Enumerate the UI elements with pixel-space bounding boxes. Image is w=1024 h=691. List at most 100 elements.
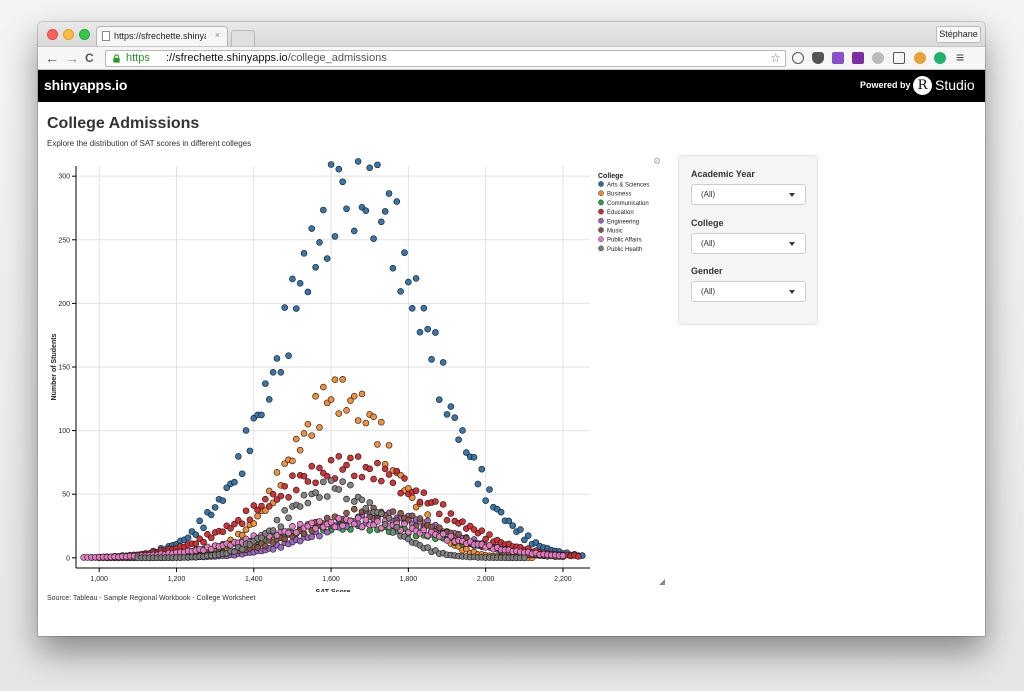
data-point [304, 288, 312, 296]
data-point [401, 249, 408, 256]
pocket-icon[interactable] [812, 52, 824, 64]
data-point [192, 540, 200, 548]
data-point [269, 545, 277, 553]
data-point [327, 161, 335, 168]
zoom-window-button[interactable] [79, 29, 90, 40]
source-note: Source: Tableau - Sample Regional Workbo… [47, 595, 256, 602]
forward-button[interactable]: → [65, 50, 79, 66]
x-tick-label: 1,200 [168, 576, 186, 583]
back-button[interactable]: ← [45, 50, 59, 66]
chart-points [80, 158, 586, 562]
data-point [378, 477, 385, 485]
menu-icon[interactable]: ≡ [956, 49, 965, 65]
data-point [358, 390, 366, 398]
academic-year-select[interactable]: (All) [691, 184, 806, 205]
url-host: ://sfrechette.shinyapps.io [166, 52, 288, 64]
data-point [235, 453, 242, 460]
rstudio-logo-icon[interactable]: R [913, 76, 932, 95]
data-point [300, 472, 308, 480]
data-point [254, 506, 261, 514]
data-point [308, 519, 316, 527]
data-point [358, 496, 366, 504]
new-tab-button[interactable] [231, 30, 255, 46]
resize-handle-icon[interactable] [659, 579, 665, 585]
legend-item-label: Music [607, 229, 623, 235]
chevron-down-icon [789, 290, 795, 294]
data-point [323, 472, 331, 480]
data-point [389, 479, 397, 487]
onenote-icon[interactable] [852, 52, 864, 64]
data-point [559, 552, 567, 559]
data-point [277, 492, 285, 500]
data-point [327, 396, 335, 403]
data-point [281, 535, 288, 543]
app-navbar: shinyapps.io Powered by R Studio [38, 70, 985, 102]
data-point [354, 158, 362, 165]
close-window-button[interactable] [47, 29, 58, 40]
data-point [207, 534, 215, 542]
data-point [486, 541, 493, 549]
browser-tab[interactable]: https://sfrechette.shinyapp × [96, 26, 228, 46]
data-point [350, 498, 358, 505]
data-point [254, 544, 261, 551]
emoji-icon[interactable] [914, 52, 926, 64]
profile-button[interactable]: Stéphane [936, 26, 981, 43]
data-point [292, 305, 300, 312]
reload-button[interactable]: C [85, 51, 94, 65]
data-point [350, 520, 358, 528]
brand-logo[interactable]: shinyapps.io [44, 77, 128, 93]
data-point [370, 413, 377, 421]
data-point [439, 359, 447, 366]
data-point [316, 532, 323, 540]
address-bar[interactable]: https ://sfrechette.shinyapps.io/college… [105, 50, 786, 67]
grammarly-icon[interactable] [934, 52, 946, 64]
data-point [296, 537, 304, 545]
gender-value: (All) [701, 287, 716, 296]
y-tick-label: 50 [62, 492, 70, 499]
data-point [385, 190, 393, 197]
cast-icon[interactable] [893, 52, 905, 64]
data-point [262, 507, 269, 514]
college-select[interactable]: (All) [691, 233, 806, 254]
data-point [470, 454, 478, 461]
tab-close-button[interactable]: × [214, 30, 220, 40]
data-point [296, 503, 304, 510]
data-point [459, 518, 466, 525]
data-point [408, 304, 416, 312]
gear-icon[interactable]: ⚙ [653, 156, 662, 166]
data-point [308, 533, 316, 541]
data-point [277, 523, 285, 530]
info-icon[interactable] [792, 52, 804, 64]
data-point [331, 376, 339, 384]
data-point [524, 532, 532, 539]
data-point [447, 510, 455, 517]
data-point [312, 392, 319, 400]
data-point [389, 508, 397, 515]
bookmark-star-icon[interactable]: ☆ [770, 51, 781, 65]
y-tick-label: 200 [58, 301, 70, 308]
data-point [420, 304, 428, 312]
legend-marker [598, 208, 604, 215]
rstudio-wordmark[interactable]: Studio [935, 77, 975, 93]
data-point [362, 207, 370, 215]
extension-icon[interactable] [872, 52, 884, 64]
chevron-down-icon [789, 242, 795, 246]
extension-icon[interactable] [832, 52, 844, 64]
data-point [304, 499, 312, 507]
data-point [308, 462, 316, 470]
minimize-window-button[interactable] [63, 29, 74, 40]
data-point [509, 522, 517, 529]
data-point [447, 532, 455, 540]
data-point [289, 275, 296, 283]
data-point [323, 493, 331, 500]
data-point [397, 489, 404, 497]
data-point [269, 369, 277, 376]
data-point [320, 478, 327, 486]
data-point [327, 518, 335, 526]
gender-select[interactable]: (All) [691, 281, 806, 302]
data-point [296, 520, 304, 528]
data-point [420, 526, 428, 534]
data-point [447, 403, 455, 410]
data-point [482, 535, 489, 543]
